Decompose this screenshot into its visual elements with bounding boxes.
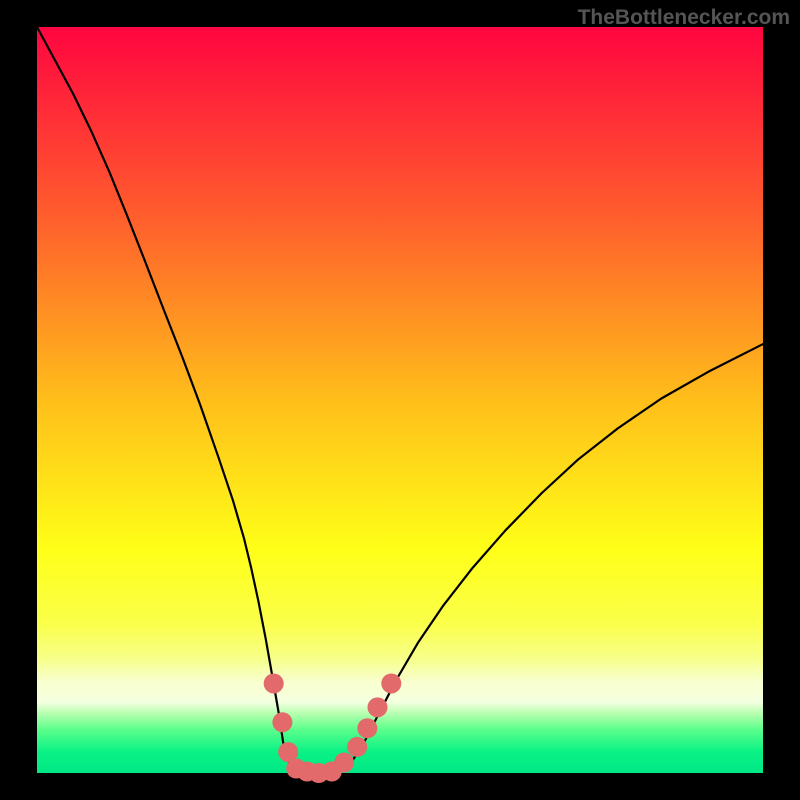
data-marker	[367, 697, 387, 717]
curve-layer	[0, 0, 800, 800]
data-marker	[272, 712, 292, 732]
chart-stage: TheBottlenecker.com	[0, 0, 800, 800]
data-markers	[264, 673, 402, 783]
data-marker	[264, 673, 284, 693]
data-marker	[381, 673, 401, 693]
data-marker	[357, 718, 377, 738]
bottleneck-curve	[37, 27, 763, 773]
data-marker	[347, 737, 367, 757]
watermark-text: TheBottlenecker.com	[578, 6, 790, 30]
data-marker	[334, 753, 354, 773]
